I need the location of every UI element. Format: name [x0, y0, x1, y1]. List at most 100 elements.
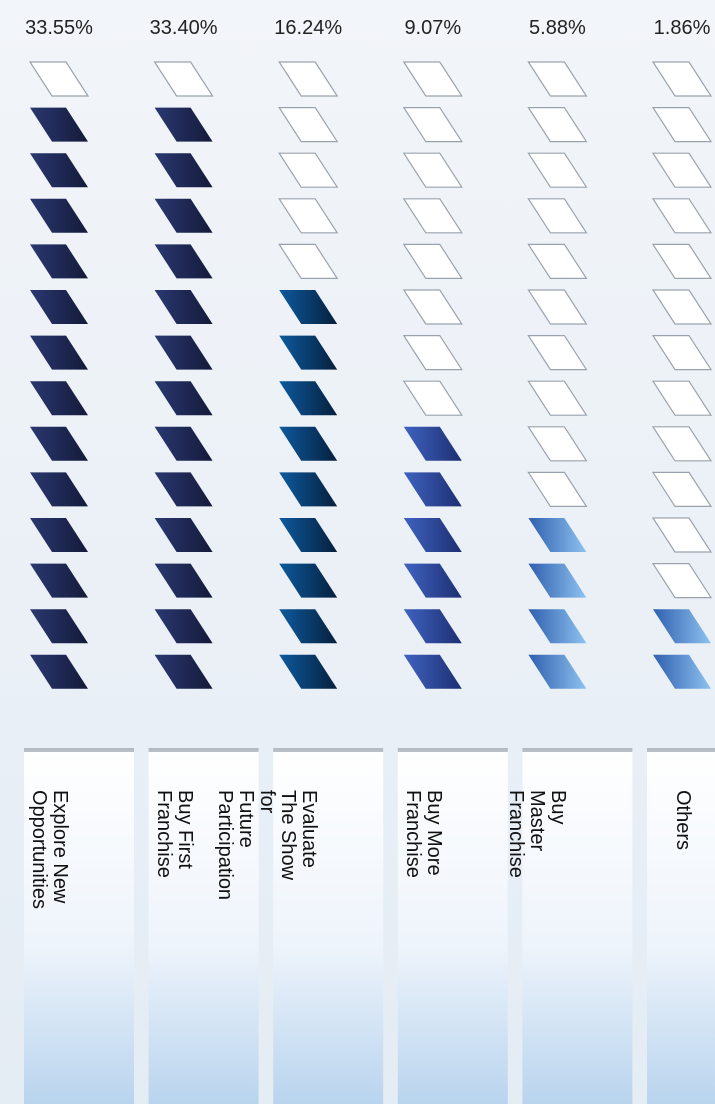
bar-segment-empty: [402, 152, 463, 188]
bar-segment-empty: [527, 243, 588, 279]
value-label: 9.07%: [404, 17, 461, 39]
bar: [651, 61, 713, 689]
bar-segment-filled: [154, 472, 213, 507]
bar-segment-empty: [278, 61, 339, 97]
bar-segment-empty: [278, 106, 339, 143]
bar-segment-empty: [651, 335, 713, 371]
bar: [402, 61, 463, 689]
label-card: [397, 750, 508, 1104]
category-label-text: Evaluate The Show for Future Participati…: [214, 790, 321, 901]
bar-segment-filled: [30, 381, 88, 416]
bar-segment-filled: [30, 563, 88, 598]
bar-segment-empty: [651, 471, 713, 507]
bar-segment-filled: [154, 609, 213, 644]
label-cards: [24, 748, 715, 1104]
bar-segment-empty: [402, 243, 463, 279]
bar-segment-empty: [651, 289, 713, 325]
bar-segment-empty: [402, 61, 463, 97]
category-label: Evaluate The Show for Future Participati…: [214, 790, 342, 1104]
category-label: Buy Master Franchise: [505, 790, 591, 1104]
bar-segment-empty: [402, 198, 463, 234]
bar-segment-empty: [527, 426, 588, 462]
bar-segment-filled: [30, 335, 88, 370]
label-card-shadow: [522, 748, 633, 752]
bar-segment-filled: [154, 518, 213, 552]
category-label: Explore New Opportunities: [28, 790, 93, 1104]
label-card-shadow: [397, 748, 508, 752]
bar-segment-filled: [30, 198, 88, 233]
bar-segment-filled: [154, 563, 213, 598]
bar-segment-filled: [154, 153, 213, 188]
bar-segment-empty: [402, 106, 463, 143]
bar-segment-empty: [278, 198, 339, 234]
label-card: [148, 750, 259, 1104]
bar-segment-filled: [279, 563, 338, 598]
bar-segment-empty: [153, 61, 214, 97]
bar-segment-empty: [527, 61, 588, 97]
bar-segment-empty: [527, 380, 588, 416]
bar-segment-filled: [279, 290, 338, 324]
bar-segment-filled: [30, 426, 88, 461]
category-label-text: Explore New Opportunities: [28, 790, 71, 909]
label-card-shadow: [273, 748, 384, 752]
bar-segment-filled: [403, 563, 462, 598]
bar-segment-filled: [403, 472, 462, 507]
bar-segment-filled: [30, 518, 88, 552]
bar-segment-filled: [154, 381, 213, 416]
bar-segment-empty: [651, 61, 713, 97]
bar-segment-filled: [30, 107, 88, 142]
bar-segment-empty: [527, 335, 588, 371]
bar-segment-filled: [279, 654, 338, 689]
bar-segment-filled: [279, 426, 338, 461]
bar-segment-empty: [28, 61, 90, 97]
bar-segment-filled: [30, 472, 88, 507]
bar-segment-empty: [402, 380, 463, 416]
bar-segment-empty: [278, 152, 339, 188]
label-card: [522, 750, 633, 1104]
bar-segment-filled: [154, 426, 213, 461]
bar-segment-empty: [651, 380, 713, 416]
bar-segment-filled: [30, 609, 88, 644]
bar-segment-filled: [653, 654, 711, 689]
category-label-text: Buy First Franchise: [152, 790, 196, 878]
bar-segment-empty: [402, 289, 463, 325]
bar-segment-empty: [278, 243, 339, 279]
bar: [278, 61, 339, 689]
bar-segment-empty: [651, 562, 713, 599]
category-label-text: Others: [672, 790, 694, 851]
bar-segment-filled: [30, 244, 88, 279]
label-card-shadow: [148, 748, 259, 752]
label-card: [24, 750, 134, 1104]
label-card-shadow: [647, 748, 715, 752]
bar-segment-filled: [279, 518, 338, 552]
value-labels: 33.55% 33.40% 16.24% 9.07% 5.88% 1.86%: [25, 17, 710, 39]
bar-segment-empty: [527, 289, 588, 325]
value-label: 16.24%: [274, 17, 342, 39]
bar-segment-filled: [154, 107, 213, 142]
bar-segment-filled: [30, 153, 88, 188]
bar-segment-filled: [30, 290, 88, 324]
bar-segment-empty: [527, 198, 588, 234]
category-label-text: Buy Master Franchise: [505, 790, 570, 878]
bar: [527, 61, 588, 689]
value-label: 33.55%: [25, 17, 93, 39]
bar-segment-filled: [279, 472, 338, 507]
bar-segment-empty: [651, 517, 713, 553]
bar-segment-filled: [528, 609, 587, 644]
bar-segment-filled: [154, 244, 213, 279]
bar-segment-filled: [403, 426, 462, 461]
bar-segment-filled: [653, 609, 711, 644]
category-label: Others: [672, 790, 715, 1104]
bar-segment-empty: [651, 243, 713, 279]
bar-segment-filled: [279, 381, 338, 416]
bar-segment-filled: [279, 609, 338, 644]
bar-segment-filled: [154, 290, 213, 324]
value-label: 5.88%: [529, 17, 586, 39]
category-label-text: Buy More Franchise: [401, 790, 445, 878]
bar-segment-filled: [528, 563, 587, 598]
bar-segment-empty: [651, 426, 713, 462]
bar-segment-empty: [527, 471, 588, 507]
bar-segment-empty: [651, 152, 713, 188]
